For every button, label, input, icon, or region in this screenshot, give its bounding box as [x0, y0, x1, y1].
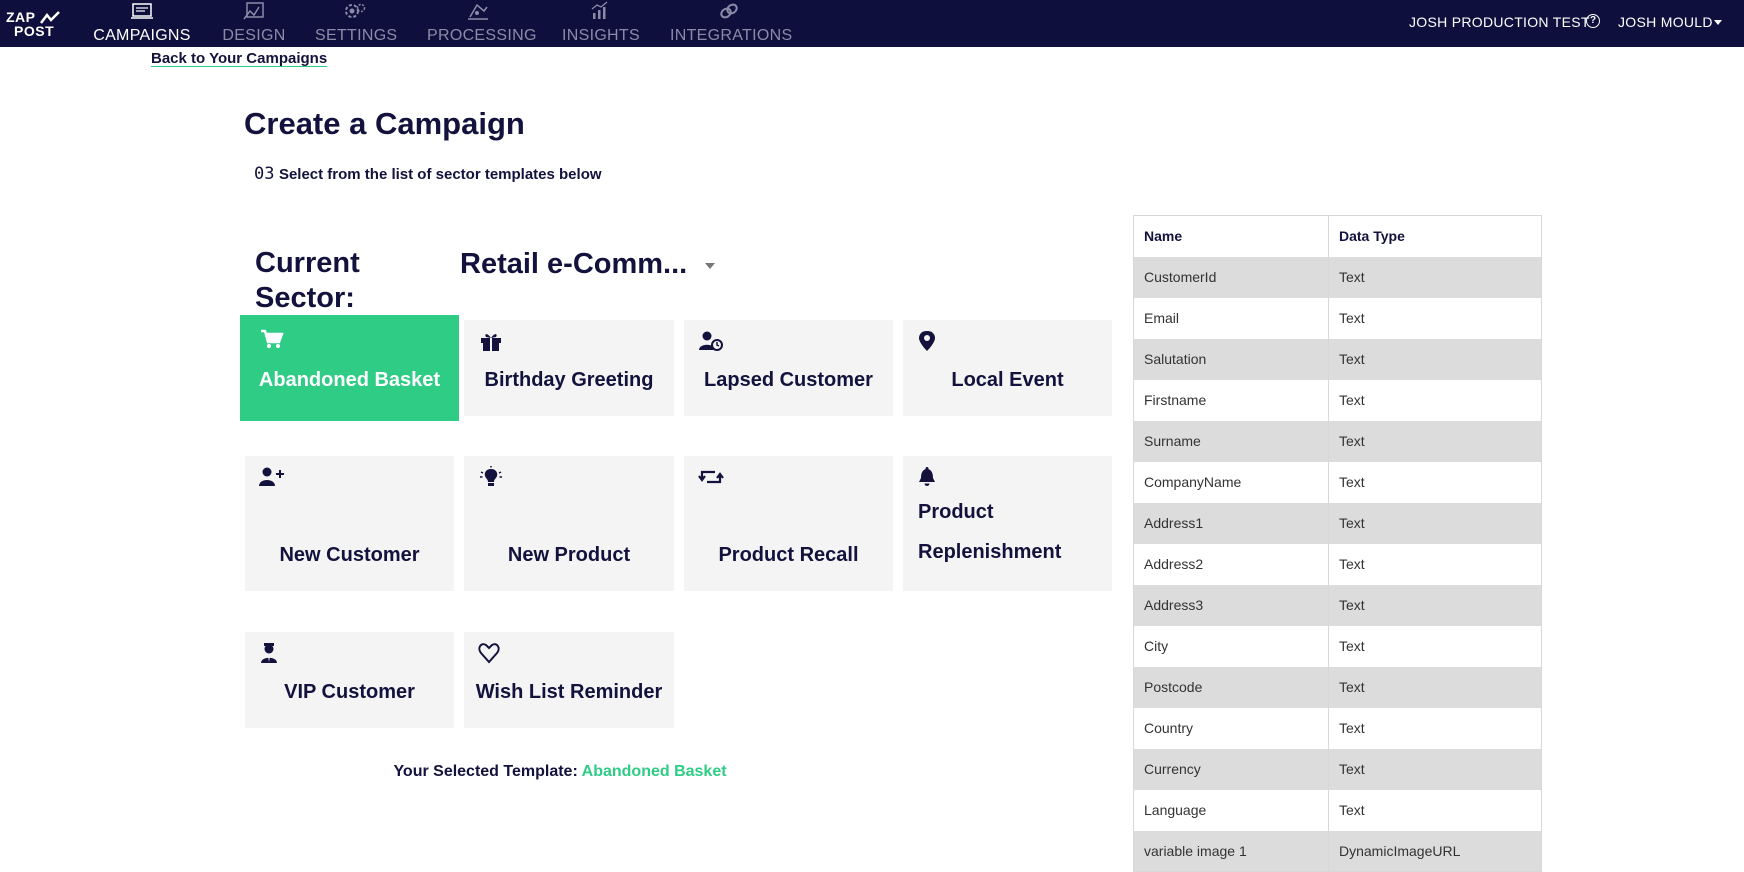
zappost-logo[interactable]: ZAP POST	[6, 8, 66, 40]
field-name: Country	[1133, 707, 1329, 749]
cart-icon	[261, 329, 284, 348]
sector-dropdown[interactable]: Retail e-Comm...	[460, 248, 688, 280]
table-row: CustomerId Text	[1133, 256, 1542, 298]
table-row: Currency Text	[1133, 748, 1542, 790]
field-type: Text	[1328, 666, 1542, 708]
selected-template-summary: Your Selected Template: Abandoned Basket	[0, 763, 1120, 781]
user-plus-icon	[259, 467, 284, 486]
field-name: Firstname	[1133, 379, 1329, 421]
field-name: Email	[1133, 297, 1329, 339]
column-header-data-type: Data Type	[1328, 215, 1542, 257]
nav-integrations[interactable]: INTEGRATIONS	[670, 0, 792, 47]
table-row: variable image 1 DynamicImageURL	[1133, 830, 1542, 872]
field-name: CustomerId	[1133, 256, 1329, 298]
lightbulb-icon	[480, 466, 502, 486]
field-type: Text	[1328, 584, 1542, 626]
insights-chart-icon	[591, 1, 608, 19]
top-nav-bar: ZAP POST CAMPAIGNS DESIGN SETTINGS	[0, 0, 1744, 47]
table-row: Address2 Text	[1133, 543, 1542, 585]
template-tile-local-event[interactable]: Local Event	[903, 320, 1112, 416]
table-row: Country Text	[1133, 707, 1542, 749]
heart-icon	[478, 643, 500, 664]
field-name: Address3	[1133, 584, 1329, 626]
chevron-down-icon[interactable]	[1714, 20, 1722, 25]
template-tile-product-replenishment[interactable]: Product Replenishment	[903, 456, 1112, 591]
table-row: Surname Text	[1133, 420, 1542, 462]
back-to-campaigns-link[interactable]: Back to Your Campaigns	[151, 50, 328, 67]
gift-icon	[481, 334, 501, 351]
field-type: Text	[1328, 502, 1542, 544]
fields-table: Name Data Type CustomerId Text Email Text …	[1133, 215, 1542, 872]
field-name: Address2	[1133, 543, 1329, 585]
template-tile-wish-list-reminder[interactable]: Wish List Reminder	[464, 632, 674, 728]
table-row: Postcode Text	[1133, 666, 1542, 708]
field-type: Text	[1328, 748, 1542, 790]
nav-settings[interactable]: SETTINGS	[315, 0, 397, 47]
retweet-icon	[698, 470, 724, 484]
template-tile-product-recall[interactable]: Product Recall	[684, 456, 893, 591]
field-type: Text	[1328, 543, 1542, 585]
field-type: Text	[1328, 297, 1542, 339]
map-pin-icon	[919, 331, 935, 351]
field-type: DynamicImageURL	[1328, 830, 1542, 872]
template-tile-birthday-greeting[interactable]: Birthday Greeting	[464, 320, 674, 416]
field-name: City	[1133, 625, 1329, 667]
field-type: Text	[1328, 420, 1542, 462]
table-row: Firstname Text	[1133, 379, 1542, 421]
campaigns-icon	[131, 3, 153, 19]
processing-icon	[468, 3, 488, 20]
field-name: Currency	[1133, 748, 1329, 790]
table-header-row: Name Data Type	[1133, 215, 1542, 257]
selected-template-value: Abandoned Basket	[581, 763, 727, 780]
table-row: CompanyName Text	[1133, 461, 1542, 503]
settings-gear-icon	[345, 3, 366, 18]
step-instruction: 03 Select from the list of sector templa…	[254, 164, 602, 184]
field-name: variable image 1	[1133, 830, 1329, 872]
field-type: Text	[1328, 338, 1542, 380]
table-row: Language Text	[1133, 789, 1542, 831]
field-type: Text	[1328, 256, 1542, 298]
link-icon	[720, 3, 738, 19]
table-row: Address3 Text	[1133, 584, 1542, 626]
step-number: 03	[254, 164, 275, 184]
table-row: Address1 Text	[1133, 502, 1542, 544]
help-icon[interactable]: ?	[1586, 14, 1600, 28]
field-name: Salutation	[1133, 338, 1329, 380]
step-text: Select from the list of sector templates…	[278, 166, 602, 183]
field-type: Text	[1328, 625, 1542, 667]
nav-campaigns[interactable]: CAMPAIGNS	[92, 0, 192, 47]
column-header-name: Name	[1133, 215, 1329, 257]
nav-insights[interactable]: INSIGHTS	[562, 0, 640, 47]
template-tile-new-product[interactable]: New Product	[464, 456, 674, 591]
table-row: City Text	[1133, 625, 1542, 667]
field-type: Text	[1328, 789, 1542, 831]
field-name: Address1	[1133, 502, 1329, 544]
page-title: Create a Campaign	[244, 106, 525, 141]
field-name: Language	[1133, 789, 1329, 831]
template-tile-abandoned-basket[interactable]: Abandoned Basket	[240, 315, 459, 421]
selected-template-label: Your Selected Template:	[393, 763, 578, 780]
table-row: Email Text	[1133, 297, 1542, 339]
logo-zigzag-icon	[40, 11, 60, 24]
template-tile-new-customer[interactable]: New Customer	[245, 456, 454, 591]
current-sector-label: Current Sector:	[255, 247, 360, 314]
design-icon	[243, 2, 264, 20]
table-row: Salutation Text	[1133, 338, 1542, 380]
field-name: CompanyName	[1133, 461, 1329, 503]
account-switcher[interactable]: JOSH PRODUCTION TEST	[1409, 14, 1590, 30]
sector-dropdown-caret-icon[interactable]	[705, 263, 715, 269]
field-type: Text	[1328, 461, 1542, 503]
field-name: Surname	[1133, 420, 1329, 462]
field-type: Text	[1328, 379, 1542, 421]
user-menu[interactable]: JOSH MOULD	[1618, 14, 1713, 30]
field-type: Text	[1328, 707, 1542, 749]
user-clock-icon	[699, 331, 723, 351]
template-tile-vip-customer[interactable]: VIP Customer	[245, 632, 454, 728]
bell-icon	[919, 467, 935, 486]
template-tile-lapsed-customer[interactable]: Lapsed Customer	[684, 320, 893, 416]
field-name: Postcode	[1133, 666, 1329, 708]
nav-processing[interactable]: PROCESSING	[427, 0, 536, 47]
nav-design[interactable]: DESIGN	[221, 0, 287, 47]
user-tie-icon	[261, 643, 277, 663]
